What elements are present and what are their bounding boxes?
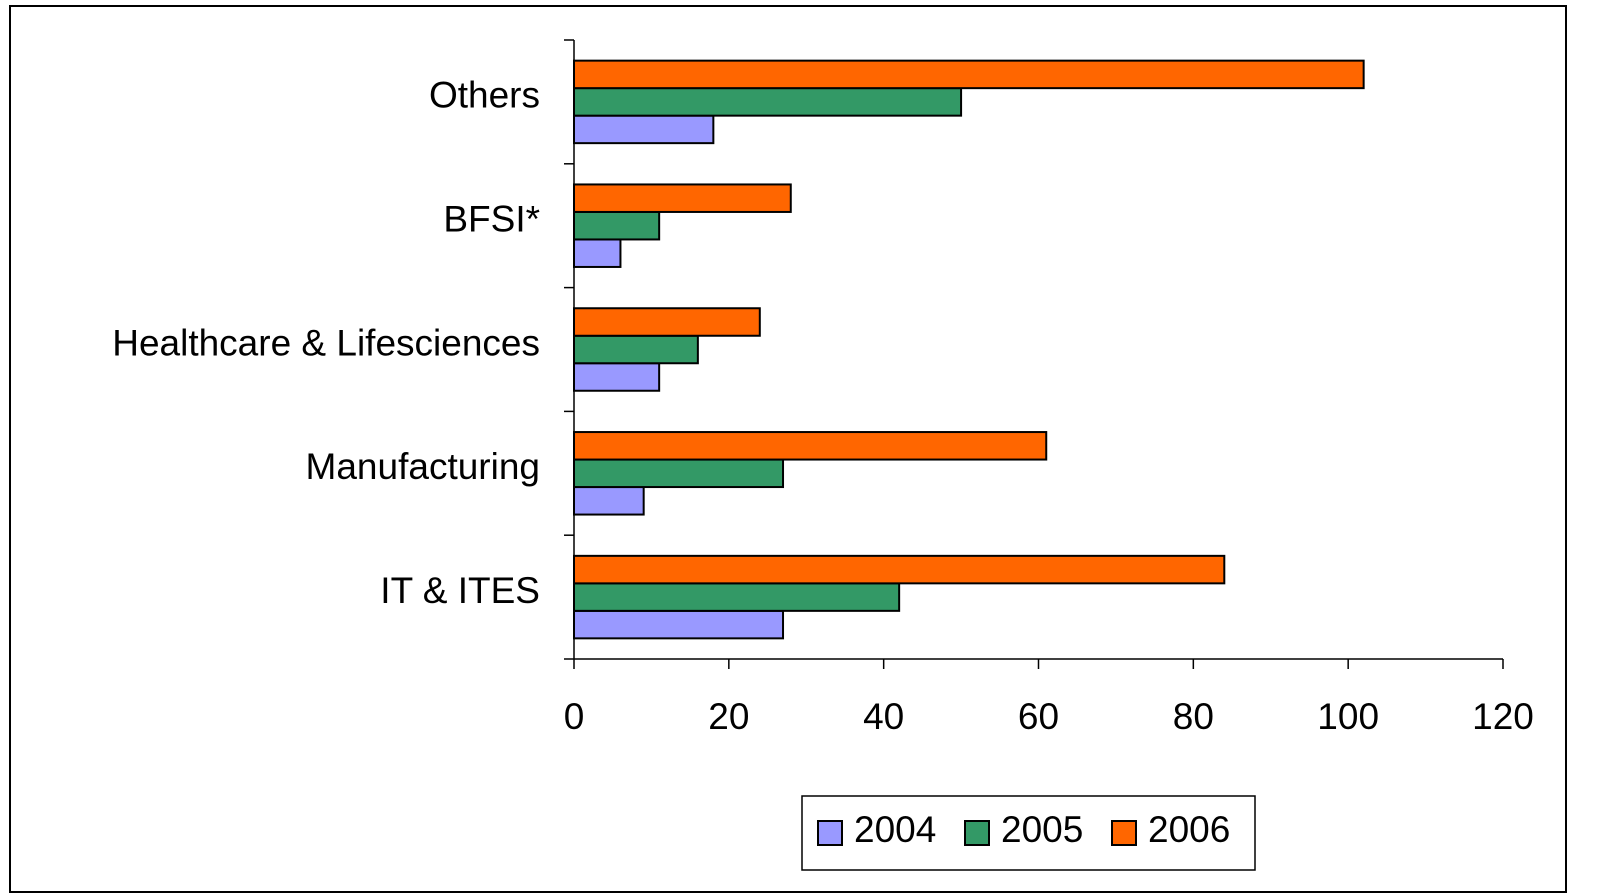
x-tick-label: 120 — [1472, 696, 1534, 737]
y-tick-label: Manufacturing — [306, 446, 540, 487]
bar — [573, 59, 1365, 90]
legend-swatch — [964, 820, 990, 846]
x-tick-label: 60 — [1018, 696, 1059, 737]
bar — [573, 210, 661, 241]
y-tick-label: Healthcare & Lifesciences — [112, 322, 540, 363]
x-tick-label: 0 — [564, 696, 585, 737]
legend-label: 2004 — [854, 809, 936, 850]
bar — [573, 334, 699, 365]
legend-box — [801, 795, 1256, 871]
bar — [573, 486, 645, 516]
legend-label: 2006 — [1148, 809, 1230, 850]
bar — [573, 183, 792, 213]
bar — [573, 582, 901, 612]
bar — [573, 554, 1226, 585]
x-tick-label: 40 — [863, 696, 904, 737]
x-tick-label: 100 — [1317, 696, 1379, 737]
legend-swatch — [1111, 820, 1137, 846]
x-tick-label: 20 — [708, 696, 749, 737]
legend-swatch — [817, 820, 843, 846]
y-tick-label: BFSI* — [443, 198, 540, 239]
bar — [573, 238, 622, 268]
bar — [573, 307, 761, 337]
x-tick-label: 80 — [1173, 696, 1214, 737]
y-tick-label: IT & ITES — [380, 570, 540, 611]
bar — [573, 458, 785, 489]
bar — [573, 431, 1048, 461]
bar — [573, 362, 661, 392]
bar — [573, 114, 715, 145]
bar — [573, 609, 785, 640]
legend-label: 2005 — [1001, 809, 1083, 850]
bar — [573, 87, 963, 117]
y-tick-label: Others — [429, 75, 540, 116]
